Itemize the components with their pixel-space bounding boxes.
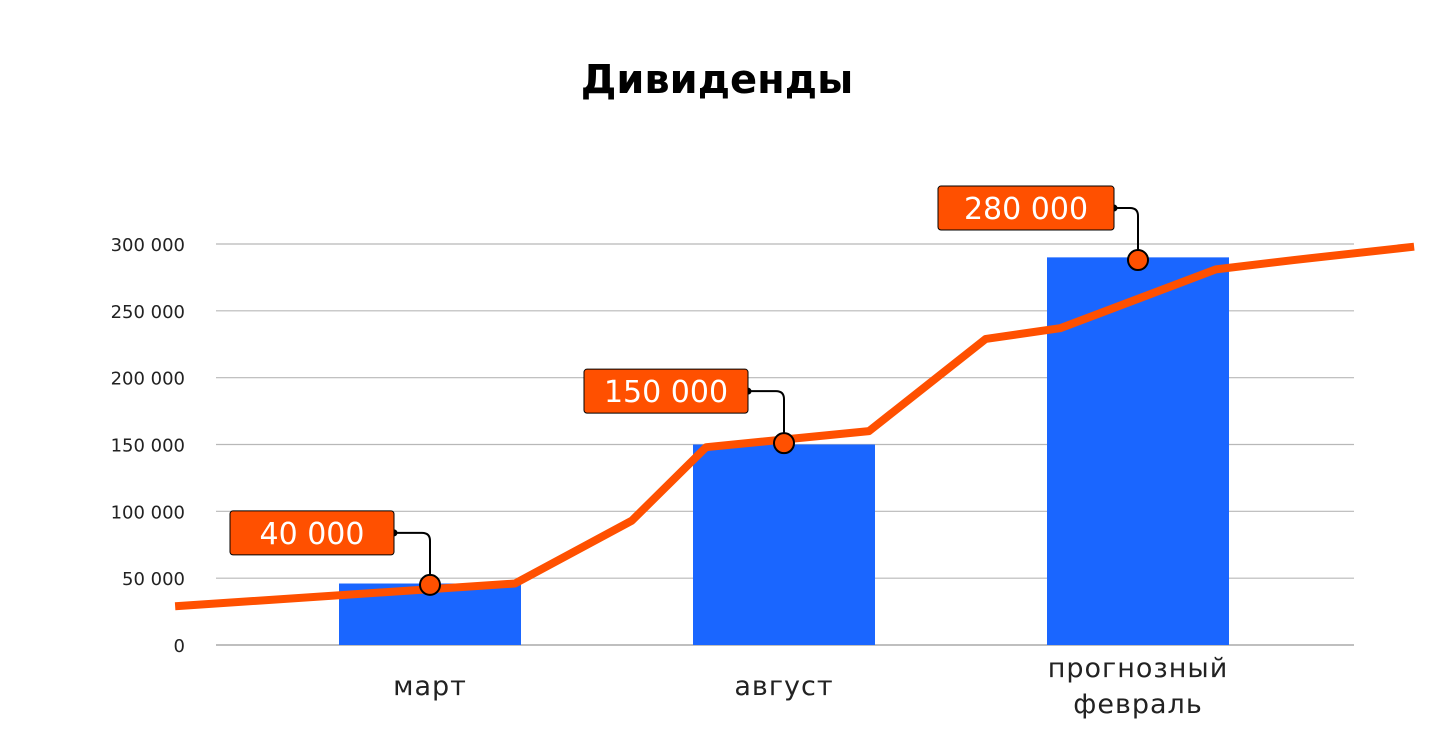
annotation-marker	[419, 573, 441, 596]
callout-connector	[1114, 207, 1139, 261]
annotation-layer: 40 000 150 000 280 000	[229, 185, 1149, 596]
y-tick-label: 200 000	[111, 369, 185, 390]
y-tick-label: 250 000	[111, 302, 185, 323]
callout-label: 40 000	[260, 517, 365, 552]
trend-line-layer	[174, 242, 1415, 611]
callout-connector	[394, 531, 431, 585]
callout-box	[229, 510, 395, 556]
y-tick-label: 0	[174, 636, 185, 657]
callout-box	[583, 368, 749, 414]
x-category-label: август	[734, 671, 833, 702]
annotation-marker	[1127, 249, 1149, 272]
y-tick-label: 100 000	[111, 502, 185, 523]
x-category-label: февраль	[1073, 689, 1202, 720]
chart-title: Дивиденды	[581, 57, 854, 103]
callout-connector	[748, 390, 785, 444]
callout-label: 150 000	[604, 375, 728, 410]
callout-label: 280 000	[964, 192, 1088, 227]
y-tick-label: 50 000	[122, 569, 185, 590]
y-tick-label: 150 000	[111, 436, 185, 457]
callout-1: 150 000	[583, 368, 795, 455]
trend-line	[174, 242, 1415, 611]
annotation-marker	[773, 432, 795, 455]
x-category-label: прогнозный	[1048, 653, 1229, 684]
axis-label-layer: 0 50 000 100 000 150 000 200 000 250 000 300 0…	[111, 235, 1229, 720]
x-category-label: март	[393, 671, 467, 702]
callout-box	[937, 185, 1115, 231]
callout-0: 40 000	[229, 510, 441, 596]
y-tick-label: 300 000	[111, 235, 185, 256]
callout-2: 280 000	[937, 185, 1149, 272]
bar-1	[693, 444, 875, 645]
bar-2	[1047, 257, 1229, 645]
